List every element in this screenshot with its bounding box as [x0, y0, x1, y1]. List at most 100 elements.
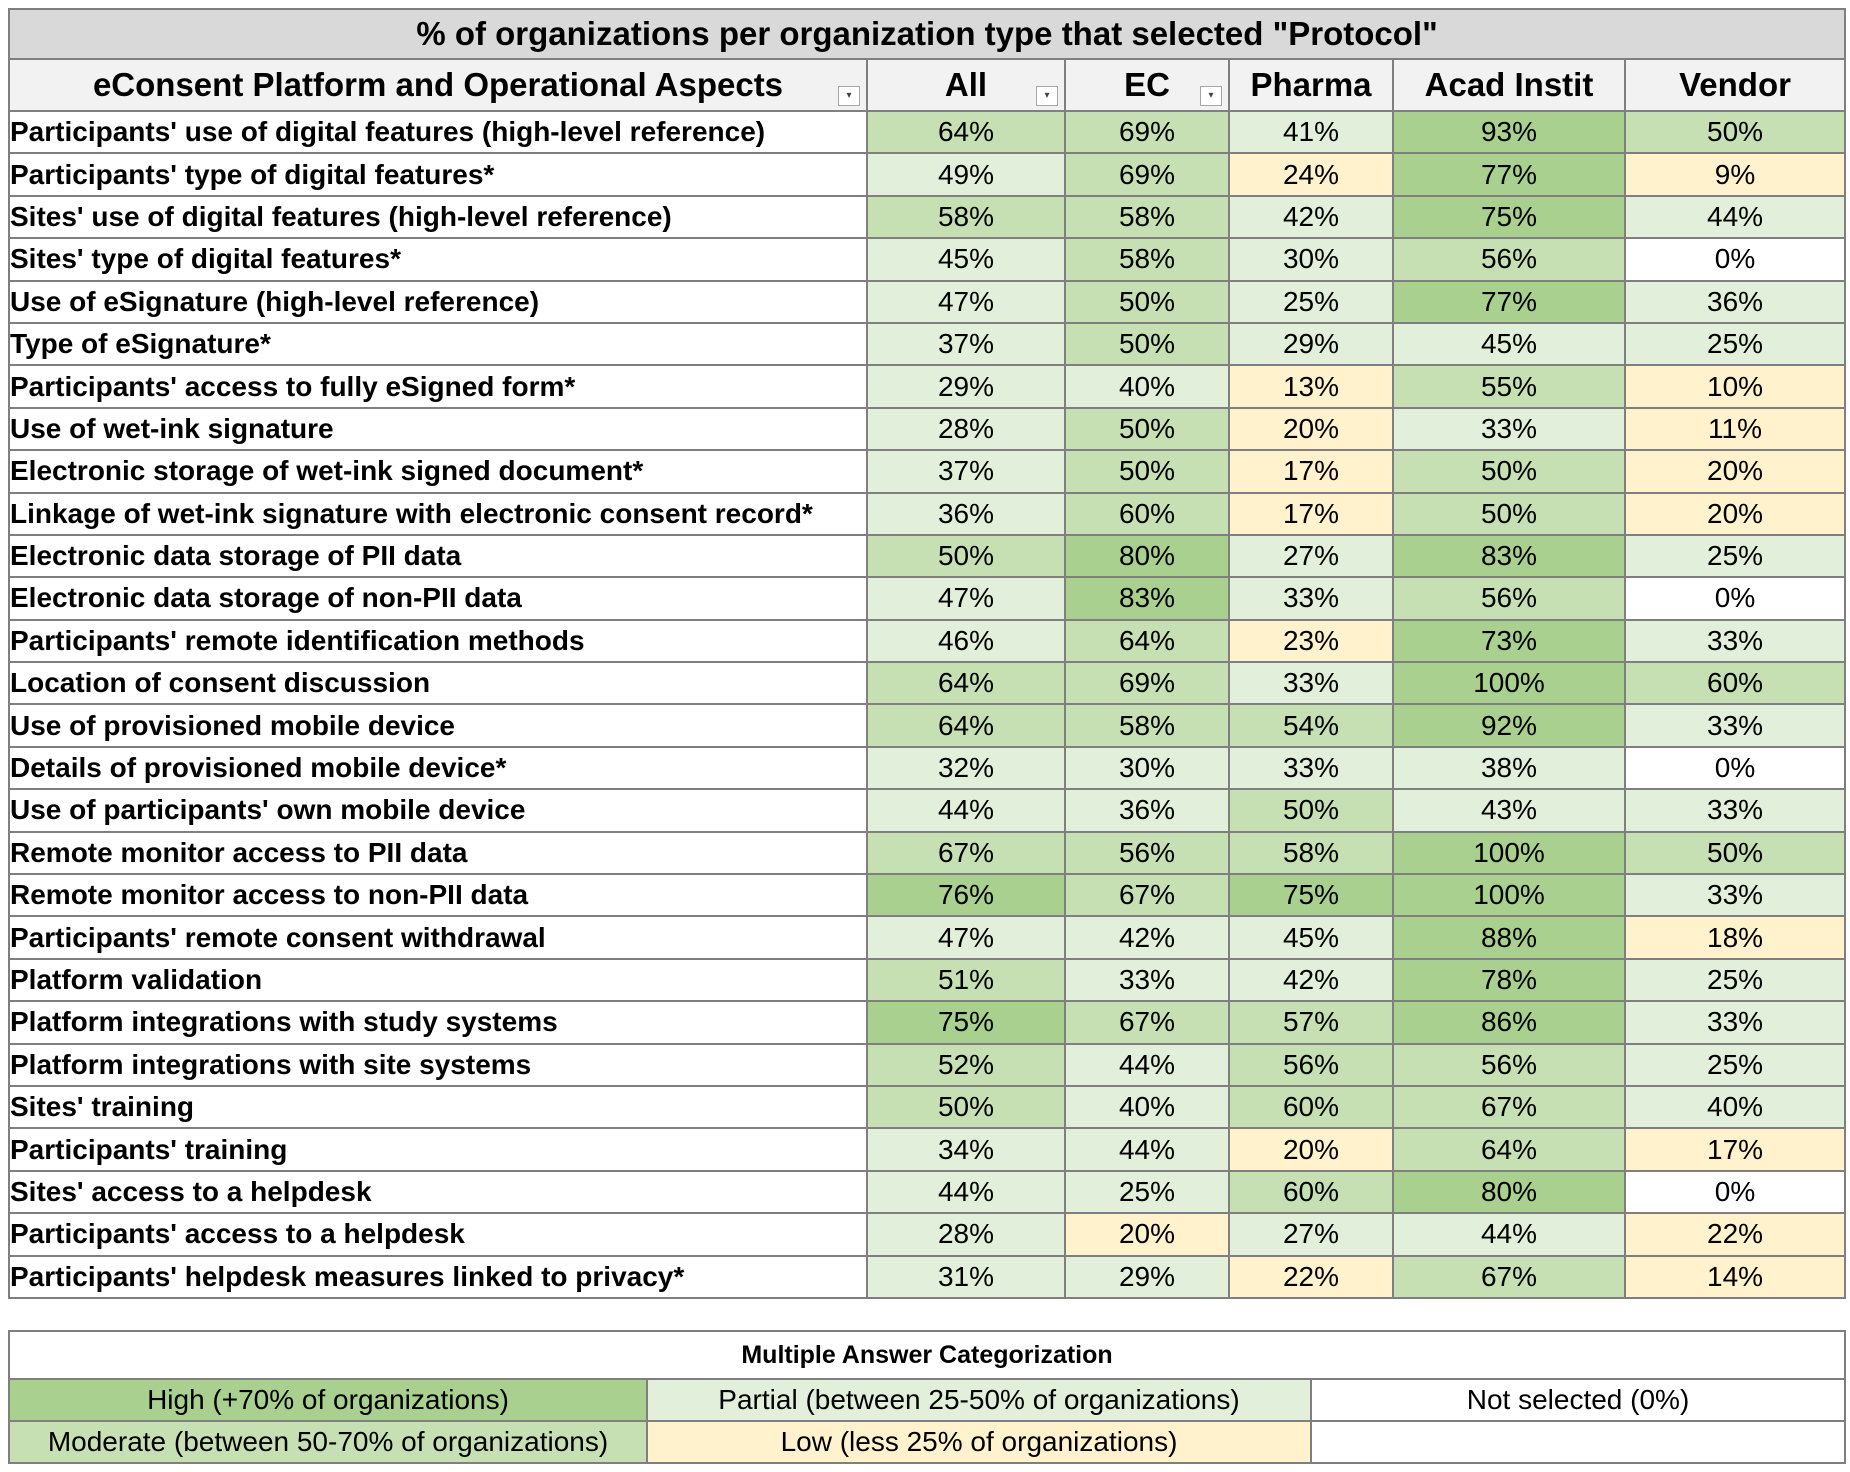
cell-ec: 83%	[1064, 576, 1230, 621]
row-aspect-label: Use of participants' own mobile device	[8, 788, 868, 833]
cell-pharma: 58%	[1228, 830, 1394, 876]
cell-acad: 44%	[1392, 1212, 1626, 1257]
cell-acad: 45%	[1392, 321, 1626, 367]
table-row: Participants' training 34% 44% 20% 64% 17%	[8, 1127, 1847, 1172]
legend-table: Multiple Answer Categorization High (+70…	[7, 1330, 1847, 1464]
table-row: Location of consent discussion 64% 69% 33% 1…	[8, 661, 1847, 706]
cell-acad: 33%	[1392, 406, 1626, 452]
table-row: Electronic storage of wet-ink signed doc…	[8, 449, 1847, 494]
cell-vendor: 50%	[1623, 830, 1847, 876]
row-aspect-label: Participants' remote identification meth…	[8, 618, 868, 664]
row-aspect-label: Platform validation	[8, 957, 868, 1003]
cell-all: 29%	[866, 364, 1066, 409]
cell-vendor: 20%	[1623, 449, 1847, 494]
cell-acad: 100%	[1392, 873, 1626, 918]
table-row: Electronic data storage of PII data 50% 80…	[8, 533, 1847, 579]
row-aspect-label: Remote monitor access to non-PII data	[8, 873, 868, 918]
cell-vendor: 18%	[1623, 915, 1847, 960]
cell-acad: 83%	[1392, 533, 1626, 579]
cell-acad: 78%	[1392, 957, 1626, 1003]
cell-pharma: 24%	[1228, 152, 1394, 197]
cell-pharma: 29%	[1228, 321, 1394, 367]
cell-vendor: 33%	[1623, 703, 1847, 748]
cell-all: 36%	[866, 491, 1066, 536]
cell-all: 47%	[866, 915, 1066, 960]
cell-vendor: 9%	[1623, 152, 1847, 197]
cell-all: 37%	[866, 449, 1066, 494]
cell-acad: 56%	[1392, 237, 1626, 282]
cell-all: 76%	[866, 873, 1066, 918]
cell-ec: 67%	[1064, 1000, 1230, 1045]
cell-ec: 58%	[1064, 237, 1230, 282]
cell-all: 64%	[866, 109, 1066, 155]
cell-pharma: 27%	[1228, 1212, 1394, 1257]
cell-vendor: 25%	[1623, 533, 1847, 579]
cell-pharma: 13%	[1228, 364, 1394, 409]
cell-pharma: 56%	[1228, 1042, 1394, 1087]
cell-all: 50%	[866, 1084, 1066, 1130]
cell-ec: 40%	[1064, 1084, 1230, 1130]
cell-vendor: 20%	[1623, 491, 1847, 536]
cell-pharma: 42%	[1228, 194, 1394, 240]
cell-pharma: 60%	[1228, 1169, 1394, 1215]
column-header-label: All	[944, 66, 988, 103]
cell-ec: 50%	[1064, 449, 1230, 494]
cell-acad: 38%	[1392, 745, 1626, 791]
cell-ec: 64%	[1064, 618, 1230, 664]
cell-vendor: 25%	[1623, 321, 1847, 367]
cell-vendor: 25%	[1623, 957, 1847, 1003]
cell-pharma: 22%	[1228, 1254, 1394, 1299]
cell-all: 51%	[866, 957, 1066, 1003]
row-aspect-label: Electronic data storage of non-PII data	[8, 576, 868, 621]
cell-acad: 67%	[1392, 1254, 1626, 1299]
cell-ec: 25%	[1064, 1169, 1230, 1215]
row-aspect-label: Participants' access to a helpdesk	[8, 1212, 868, 1257]
table-row: Use of participants' own mobile device 44…	[8, 788, 1847, 833]
table-row: Remote monitor access to PII data 67% 56% 5…	[8, 830, 1847, 876]
cell-pharma: 42%	[1228, 957, 1394, 1003]
filter-dropdown-icon[interactable]: ▾	[838, 86, 860, 106]
cell-all: 32%	[866, 745, 1066, 791]
cell-ec: 44%	[1064, 1127, 1230, 1172]
cell-acad: 56%	[1392, 576, 1626, 621]
table-row: Participants' access to a helpdesk 28% 20%…	[8, 1212, 1847, 1257]
cell-pharma: 33%	[1228, 745, 1394, 791]
cell-vendor: 33%	[1623, 1000, 1847, 1045]
table-row: Platform integrations with study systems…	[8, 1000, 1847, 1045]
cell-pharma: 60%	[1228, 1084, 1394, 1130]
table-row: Use of eSignature (high-level reference)…	[8, 279, 1847, 324]
row-aspect-label: Platform integrations with site systems	[8, 1042, 868, 1087]
cell-ec: 56%	[1064, 830, 1230, 876]
protocol-table: % of organizations per organization type…	[7, 8, 1847, 1299]
cell-vendor: 33%	[1623, 873, 1847, 918]
row-aspect-label: Use of wet-ink signature	[8, 406, 868, 452]
table-row: Type of eSignature* 37% 50% 29% 45% 25%	[8, 321, 1847, 367]
legend-high: High (+70% of organizations)	[8, 1378, 648, 1422]
cell-pharma: 20%	[1228, 406, 1394, 452]
cell-ec: 67%	[1064, 873, 1230, 918]
cell-acad: 67%	[1392, 1084, 1626, 1130]
row-aspect-label: Sites' training	[8, 1084, 868, 1130]
filter-dropdown-icon[interactable]: ▾	[1036, 86, 1058, 106]
cell-pharma: 27%	[1228, 533, 1394, 579]
cell-vendor: 11%	[1623, 406, 1847, 452]
row-aspect-label: Type of eSignature*	[8, 321, 868, 367]
cell-vendor: 0%	[1623, 237, 1847, 282]
cell-all: 52%	[866, 1042, 1066, 1087]
cell-acad: 50%	[1392, 449, 1626, 494]
column-header-label: EC	[1124, 66, 1170, 103]
cell-ec: 50%	[1064, 321, 1230, 367]
table-row: Sites' type of digital features* 45% 58% 30…	[8, 237, 1847, 282]
cell-acad: 64%	[1392, 1127, 1626, 1172]
row-aspect-label: Sites' access to a helpdesk	[8, 1169, 868, 1215]
table-row: Sites' training 50% 40% 60% 67% 40%	[8, 1084, 1847, 1130]
cell-acad: 77%	[1392, 279, 1626, 324]
filter-dropdown-icon[interactable]: ▾	[1200, 86, 1222, 106]
row-aspect-label: Use of provisioned mobile device	[8, 703, 868, 748]
cell-acad: 43%	[1392, 788, 1626, 833]
cell-vendor: 33%	[1623, 788, 1847, 833]
cell-all: 46%	[866, 618, 1066, 664]
cell-vendor: 40%	[1623, 1084, 1847, 1130]
cell-all: 28%	[866, 1212, 1066, 1257]
cell-all: 67%	[866, 830, 1066, 876]
